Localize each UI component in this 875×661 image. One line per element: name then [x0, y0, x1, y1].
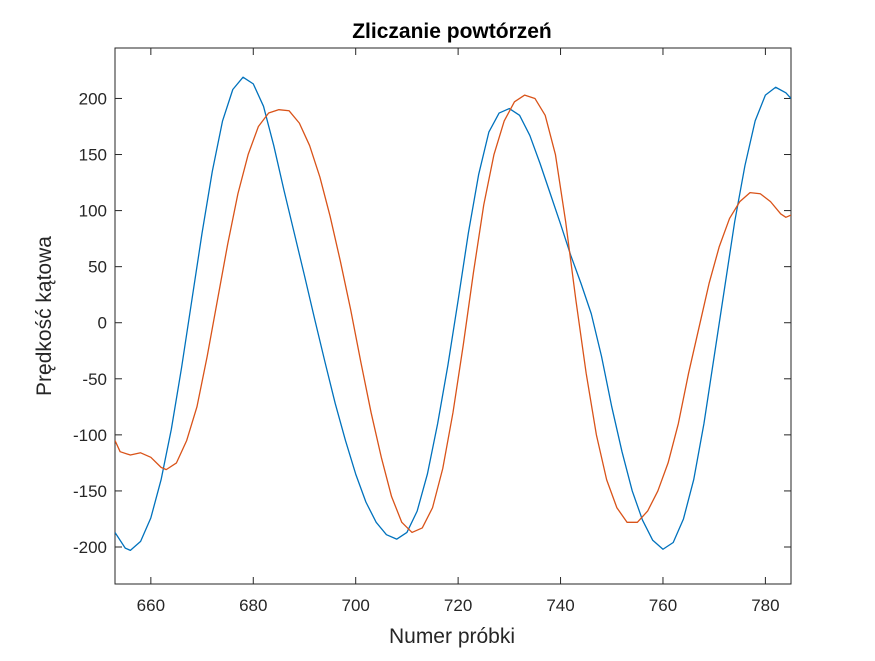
y-tick-label: 100: [79, 202, 107, 221]
y-tick-label: -200: [73, 538, 107, 557]
y-tick-label: -150: [73, 482, 107, 501]
y-tick-label: -100: [73, 426, 107, 445]
x-tick-label: 700: [342, 596, 370, 615]
plot-box: [114, 47, 792, 585]
series-line-1: [115, 76, 791, 552]
y-tick-label: 0: [98, 314, 107, 333]
x-axis-label: Numer próbki: [389, 625, 515, 648]
y-tick-label: 50: [88, 258, 107, 277]
y-tick-label: 200: [79, 89, 107, 108]
x-tick-label: 760: [649, 596, 677, 615]
x-tick-label: 680: [239, 596, 267, 615]
x-tick-label: 780: [751, 596, 779, 615]
chart-title: Zliczanie powtórzeń: [352, 20, 552, 43]
x-tick-label: 740: [546, 596, 574, 615]
series-line-2: [115, 94, 791, 534]
y-axis-label: Prędkość kątowa: [33, 236, 56, 396]
y-tick-label: -50: [82, 370, 107, 389]
x-tick-label: 660: [137, 596, 165, 615]
x-tick-label: 720: [444, 596, 472, 615]
y-tick-label: 150: [79, 146, 107, 165]
